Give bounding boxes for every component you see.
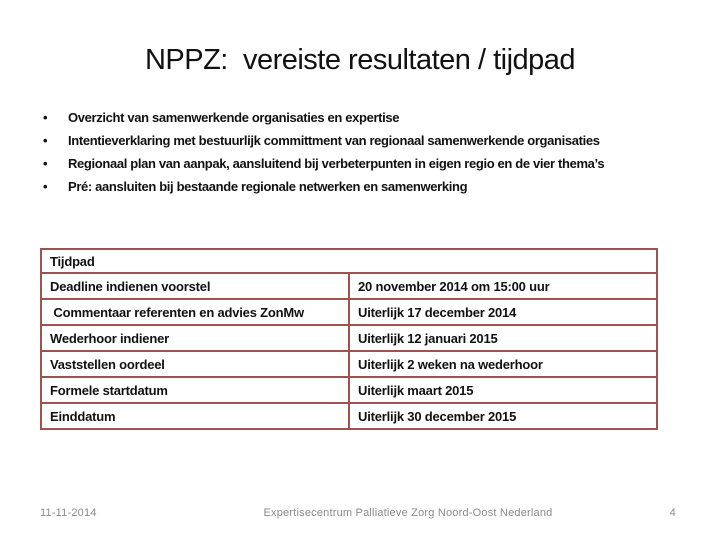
table-row: Vaststellen oordeel Uiterlijk 2 weken na … bbox=[40, 350, 658, 378]
bullet-item: Intentieverklaring met bestuurlijk commi… bbox=[40, 129, 702, 152]
table-row: Einddatum Uiterlijk 30 december 2015 bbox=[40, 402, 658, 430]
bullet-item: Regionaal plan van aanpak, aansluitend b… bbox=[40, 152, 702, 175]
table-cell-value: Uiterlijk 12 januari 2015 bbox=[348, 324, 658, 352]
bullet-item: Overzicht van samenwerkende organisaties… bbox=[40, 106, 702, 129]
bullet-list: Overzicht van samenwerkende organisaties… bbox=[40, 106, 702, 198]
table-cell-value: Uiterlijk 2 weken na wederhoor bbox=[348, 350, 658, 378]
footer-date: 11-11-2014 bbox=[40, 507, 97, 519]
table-cell-value: Uiterlijk 30 december 2015 bbox=[348, 402, 658, 430]
footer-organization: Expertisecentrum Palliatieve Zorg Noord-… bbox=[263, 507, 553, 519]
table-body: Deadline indienen voorstel 20 november 20… bbox=[40, 272, 658, 430]
table-cell-label: Commentaar referenten en advies ZonMw bbox=[40, 298, 350, 326]
table-cell-label: Vaststellen oordeel bbox=[40, 350, 350, 378]
table-cell-label: Deadline indienen voorstel bbox=[40, 272, 350, 300]
table-row: Formele startdatum Uiterlijk maart 2015 bbox=[40, 376, 658, 404]
slide-title: NPPZ: vereiste resultaten / tijdpad bbox=[144, 44, 576, 76]
table-cell-value: Uiterlijk 17 december 2014 bbox=[348, 298, 658, 326]
table-header-row: Tijdpad bbox=[40, 248, 658, 274]
table-cell-value: 20 november 2014 om 15:00 uur bbox=[348, 272, 658, 300]
table-cell-label: Formele startdatum bbox=[40, 376, 350, 404]
footer-page-number: 4 bbox=[669, 507, 676, 519]
tijdpad-table: Tijdpad Deadline indienen voorstel 20 nov… bbox=[40, 248, 658, 430]
table-cell-label: Einddatum bbox=[40, 402, 350, 430]
bullet-item: Pré: aansluiten bij bestaande regionale … bbox=[40, 175, 702, 198]
tijdpad-table-head: Tijdpad bbox=[40, 248, 658, 274]
table-cell-label: Wederhoor indiener bbox=[40, 324, 350, 352]
table-row: Commentaar referenten en advies ZonMw Uit… bbox=[40, 298, 658, 326]
table-header-cell: Tijdpad bbox=[40, 248, 658, 274]
slide-footer: 11-11-2014 Expertisecentrum Palliatieve … bbox=[40, 507, 690, 523]
table-row: Deadline indienen voorstel 20 november 20… bbox=[40, 272, 658, 300]
table-cell-value: Uiterlijk maart 2015 bbox=[348, 376, 658, 404]
table-row: Wederhoor indiener Uiterlijk 12 januari 2… bbox=[40, 324, 658, 352]
